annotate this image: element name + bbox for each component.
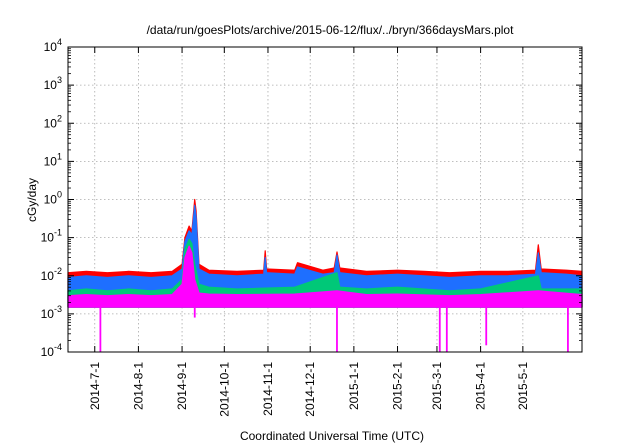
y-tick-label: 100	[44, 190, 62, 207]
x-tick-label: 2014-10-1	[217, 362, 231, 417]
x-axis: 2014-7-1 2014-8-1 2014-9-1 2014-10-1 2014-11…	[88, 47, 530, 417]
y-axis: 10-4 10-3 10-2 10-1 100 101 102 103 104	[41, 37, 582, 359]
x-tick-label: 2015-4-1	[474, 362, 488, 410]
y-tick-label: 103	[44, 75, 62, 92]
y-axis-label: cGy/day	[25, 178, 39, 222]
data-area	[67, 198, 583, 352]
y-tick-label: 10-1	[41, 228, 62, 245]
y-tick-label: 10-4	[41, 342, 62, 359]
y-tick-label: 102	[44, 113, 62, 130]
x-tick-label: 2014-7-1	[88, 362, 102, 410]
x-tick-label: 2015-3-1	[430, 362, 444, 410]
y-tick-label: 10-2	[41, 266, 62, 283]
x-tick-label: 2014-11-1	[261, 362, 275, 416]
y-tick-label: 101	[44, 151, 62, 168]
x-axis-label: Coordinated Universal Time (UTC)	[240, 429, 424, 443]
x-tick-label: 2014-12-1	[303, 362, 317, 417]
floor-area	[68, 246, 582, 308]
chart-title: /data/run/goesPlots/archive/2015-06-12/f…	[147, 23, 515, 37]
y-tick-label: 10-3	[41, 304, 62, 321]
x-tick-label: 2015-1-1	[347, 362, 361, 410]
x-tick-label: 2015-5-1	[516, 362, 530, 410]
y-tick-label: 104	[44, 37, 62, 54]
x-tick-label: 2014-9-1	[175, 362, 189, 410]
x-tick-label: 2014-8-1	[131, 362, 145, 410]
x-tick-label: 2015-2-1	[391, 362, 405, 410]
